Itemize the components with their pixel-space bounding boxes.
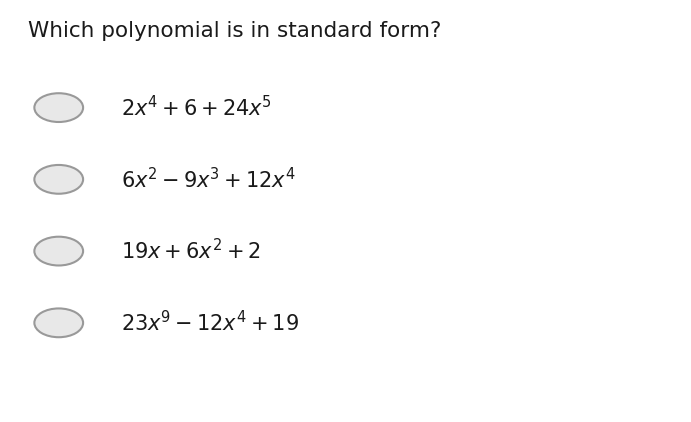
Text: $6x^2-9x^3+12x^4$: $6x^2-9x^3+12x^4$ — [121, 167, 296, 192]
Text: $19x+6x^2+2$: $19x+6x^2+2$ — [121, 238, 261, 264]
Text: Which polynomial is in standard form?: Which polynomial is in standard form? — [28, 21, 441, 41]
Text: $23x^9-12x^4+19$: $23x^9-12x^4+19$ — [121, 310, 299, 335]
Ellipse shape — [35, 237, 83, 265]
Text: $2x^4+6+24x^5$: $2x^4+6+24x^5$ — [121, 95, 272, 120]
Ellipse shape — [35, 308, 83, 337]
Ellipse shape — [35, 93, 83, 122]
Ellipse shape — [35, 165, 83, 194]
